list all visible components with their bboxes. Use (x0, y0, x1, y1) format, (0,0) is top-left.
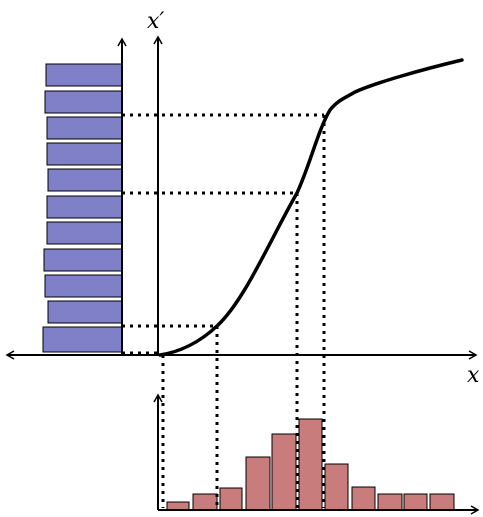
left-histogram-bar (44, 274, 123, 298)
left-histogram-bar (42, 326, 123, 353)
left-histogram-bar (43, 248, 123, 272)
bottom-histogram-bar (166, 501, 190, 511)
bottom-histogram (166, 418, 455, 511)
bottom-histogram-bar (298, 418, 323, 511)
transformation-curve (158, 58, 464, 357)
y-axis-label: x′ (147, 9, 164, 34)
bottom-histogram-bar (429, 493, 455, 511)
bottom-histogram-bar (403, 493, 428, 511)
left-histogram-bar (45, 63, 123, 87)
left-histogram-bar (47, 300, 123, 324)
left-histogram-bar (46, 116, 123, 140)
left-histogram (42, 63, 123, 353)
x-axis-label: x (467, 363, 480, 388)
left-histogram-bar (46, 195, 123, 219)
bottom-histogram-bar (377, 493, 403, 511)
left-histogram-bar (46, 142, 123, 166)
bottom-histogram-bar (192, 493, 218, 511)
projection-lines (122, 113, 326, 508)
left-histogram-bar (47, 168, 123, 192)
left-histogram-bar (46, 221, 123, 245)
left-histogram-bar (44, 90, 123, 114)
bottom-histogram-bar (271, 433, 297, 511)
bottom-histogram-bar (245, 456, 271, 511)
bottom-histogram-bar (351, 486, 376, 511)
bottom-histogram-bar (219, 487, 243, 511)
bottom-histogram-bar (324, 463, 349, 511)
